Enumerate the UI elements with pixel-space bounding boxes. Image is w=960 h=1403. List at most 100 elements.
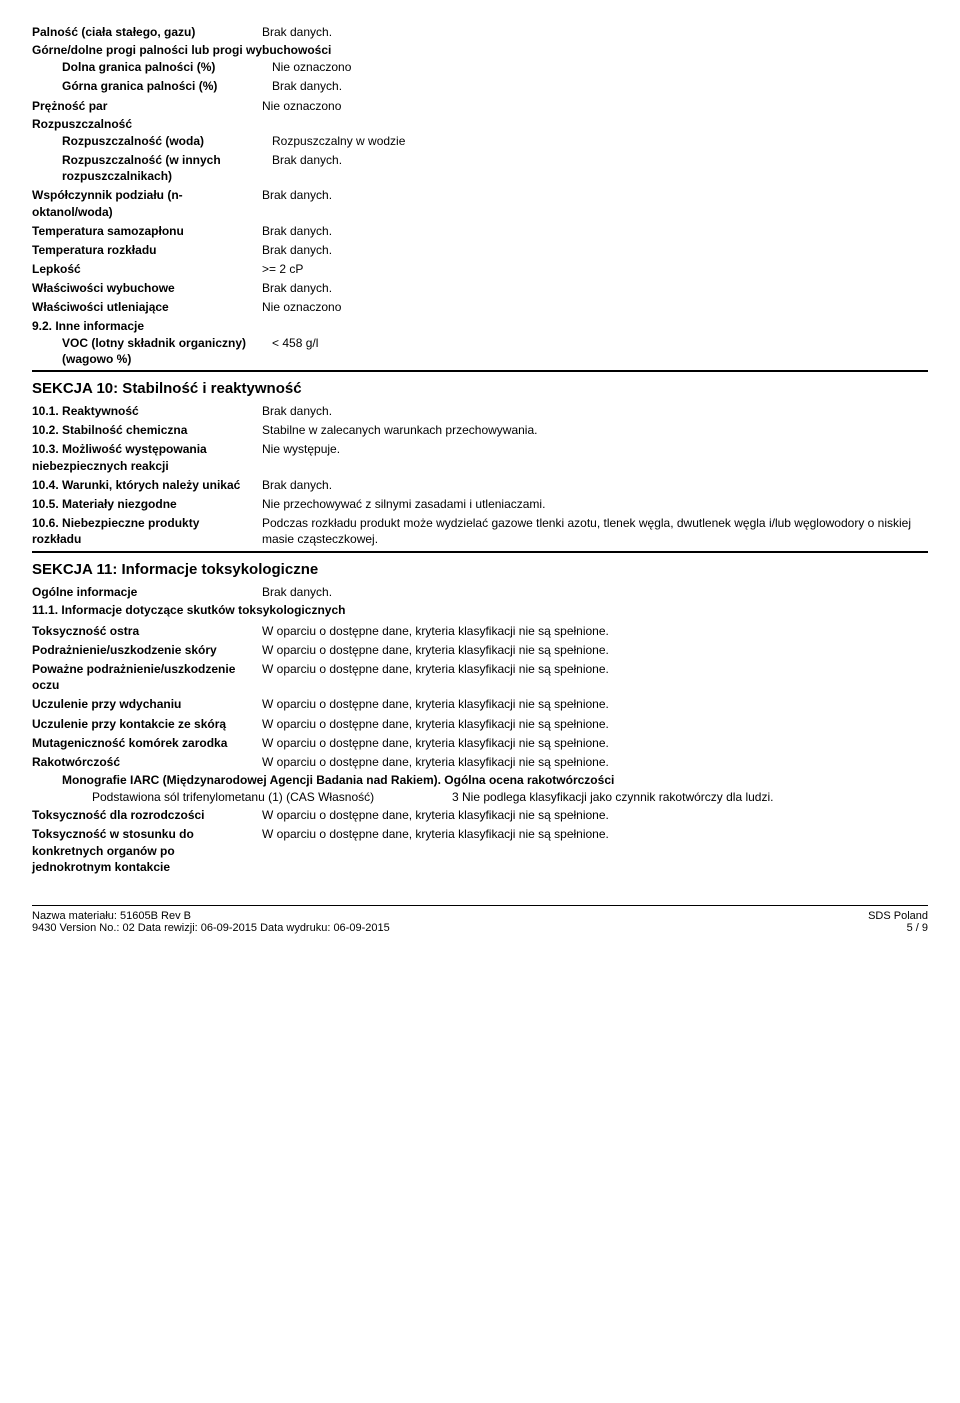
repro-tox-row: Toksyczność dla rozrodczości W oparciu o… <box>32 807 928 823</box>
footer-right: SDS Poland 5 / 9 <box>808 910 928 934</box>
resp-sens-row: Uczulenie przy wdychaniu W oparciu o dos… <box>32 696 928 712</box>
solubility-other-value: Brak danych. <box>272 152 928 184</box>
partition-value: Brak danych. <box>262 187 928 219</box>
partition-label: Współczynnik podziału (n-oktanol/woda) <box>32 187 262 219</box>
stability-label: 10.2. Stabilność chemiczna <box>32 422 262 438</box>
skin-sens-row: Uczulenie przy kontakcie ze skórą W opar… <box>32 716 928 732</box>
vapor-pressure-value: Nie oznaczono <box>262 98 928 114</box>
viscosity-value: >= 2 cP <box>262 261 928 277</box>
stot-single-value: W oparciu o dostępne dane, kryteria klas… <box>262 826 928 875</box>
oxidizing-label: Właściwości utleniające <box>32 299 262 315</box>
repro-tox-value: W oparciu o dostępne dane, kryteria klas… <box>262 807 928 823</box>
reactivity-label: 10.1. Reaktywność <box>32 403 262 419</box>
footer-version: 9430 Version No.: 02 Data rewizji: 06-09… <box>32 922 808 934</box>
incompatible-label: 10.5. Materiały niezgodne <box>32 496 262 512</box>
footer-rule <box>32 905 928 906</box>
resp-sens-label: Uczulenie przy wdychaniu <box>32 696 262 712</box>
limits-heading: Górne/dolne progi palności lub progi wyb… <box>32 43 928 57</box>
upper-limit-value: Brak danych. <box>272 78 928 94</box>
footer-sds: SDS Poland <box>808 910 928 922</box>
decomp-temp-row: Temperatura rozkładu Brak danych. <box>32 242 928 258</box>
autoignition-value: Brak danych. <box>262 223 928 239</box>
flammability-row: Palność (ciała stałego, gazu) Brak danyc… <box>32 24 928 40</box>
viscosity-row: Lepkość >= 2 cP <box>32 261 928 277</box>
footer-left: Nazwa materiału: 51605B Rev B 9430 Versi… <box>32 910 808 934</box>
incompatible-row: 10.5. Materiały niezgodne Nie przechowyw… <box>32 496 928 512</box>
section-11-rule <box>32 551 928 553</box>
section-11-title: SEKCJA 11: Informacje toksykologiczne <box>32 561 928 578</box>
iarc-classification: 3 Nie podlega klasyfikacji jako czynnik … <box>452 790 773 804</box>
voc-row: VOC (lotny składnik organiczny) (wagowo … <box>32 335 928 367</box>
mutagen-value: W oparciu o dostępne dane, kryteria klas… <box>262 735 928 751</box>
mutagen-label: Mutageniczność komórek zarodka <box>32 735 262 751</box>
repro-tox-label: Toksyczność dla rozrodczości <box>32 807 262 823</box>
eye-damage-row: Poważne podrażnienie/uszkodzenie oczu W … <box>32 661 928 693</box>
explosive-label: Właściwości wybuchowe <box>32 280 262 296</box>
solubility-water-value: Rozpuszczalny w wodzie <box>272 133 928 149</box>
solubility-water-label: Rozpuszczalność (woda) <box>62 133 272 149</box>
upper-limit-row: Górna granica palności (%) Brak danych. <box>32 78 928 94</box>
conditions-avoid-value: Brak danych. <box>262 477 928 493</box>
incompatible-value: Nie przechowywać z silnymi zasadami i ut… <box>262 496 928 512</box>
eye-damage-label: Poważne podrażnienie/uszkodzenie oczu <box>32 661 262 693</box>
partition-row: Współczynnik podziału (n-oktanol/woda) B… <box>32 187 928 219</box>
oxidizing-value: Nie oznaczono <box>262 299 928 315</box>
stot-single-row: Toksyczność w stosunku do konkretnych or… <box>32 826 928 875</box>
vapor-pressure-label: Prężność par <box>32 98 262 114</box>
explosive-row: Właściwości wybuchowe Brak danych. <box>32 280 928 296</box>
iarc-entry-row: Podstawiona sól trifenylometanu (1) (CAS… <box>92 790 928 804</box>
iarc-substance: Podstawiona sól trifenylometanu (1) (CAS… <box>92 790 452 804</box>
general-info-value: Brak danych. <box>262 584 928 600</box>
hazardous-reactions-row: 10.3. Możliwość występowania niebezpiecz… <box>32 441 928 473</box>
carcin-label: Rakotwórczość <box>32 754 262 770</box>
lower-limit-value: Nie oznaczono <box>272 59 928 75</box>
lower-limit-label: Dolna granica palności (%) <box>62 59 272 75</box>
flammability-value: Brak danych. <box>262 24 928 40</box>
decomp-products-value: Podczas rozkładu produkt może wydzielać … <box>262 515 928 547</box>
viscosity-label: Lepkość <box>32 261 262 277</box>
decomp-temp-value: Brak danych. <box>262 242 928 258</box>
decomp-temp-label: Temperatura rozkładu <box>32 242 262 258</box>
skin-irritation-value: W oparciu o dostępne dane, kryteria klas… <box>262 642 928 658</box>
other-info-heading: 9.2. Inne informacje <box>32 319 928 333</box>
carcin-value: W oparciu o dostępne dane, kryteria klas… <box>262 754 928 770</box>
acute-tox-value: W oparciu o dostępne dane, kryteria klas… <box>262 623 928 639</box>
hazardous-reactions-label: 10.3. Możliwość występowania niebezpiecz… <box>32 441 262 473</box>
stability-value: Stabilne w zalecanych warunkach przechow… <box>262 422 928 438</box>
mutagen-row: Mutageniczność komórek zarodka W oparciu… <box>32 735 928 751</box>
hazardous-reactions-value: Nie występuje. <box>262 441 928 473</box>
reactivity-row: 10.1. Reaktywność Brak danych. <box>32 403 928 419</box>
voc-label: VOC (lotny składnik organiczny) (wagowo … <box>62 335 272 367</box>
section-10-rule <box>32 370 928 372</box>
solubility-water-row: Rozpuszczalność (woda) Rozpuszczalny w w… <box>32 133 928 149</box>
explosive-value: Brak danych. <box>262 280 928 296</box>
resp-sens-value: W oparciu o dostępne dane, kryteria klas… <box>262 696 928 712</box>
skin-sens-value: W oparciu o dostępne dane, kryteria klas… <box>262 716 928 732</box>
stot-single-label: Toksyczność w stosunku do konkretnych or… <box>32 826 262 875</box>
section-10-title: SEKCJA 10: Stabilność i reaktywność <box>32 380 928 397</box>
page-footer: Nazwa materiału: 51605B Rev B 9430 Versi… <box>32 910 928 934</box>
flammability-label: Palność (ciała stałego, gazu) <box>32 24 262 40</box>
autoignition-row: Temperatura samozapłonu Brak danych. <box>32 223 928 239</box>
eye-damage-value: W oparciu o dostępne dane, kryteria klas… <box>262 661 928 693</box>
reactivity-value: Brak danych. <box>262 403 928 419</box>
iarc-heading: Monografie IARC (Międzynarodowej Agencji… <box>62 773 928 787</box>
vapor-pressure-row: Prężność par Nie oznaczono <box>32 98 928 114</box>
footer-page: 5 / 9 <box>808 922 928 934</box>
skin-irritation-row: Podrażnienie/uszkodzenie skóry W oparciu… <box>32 642 928 658</box>
acute-tox-label: Toksyczność ostra <box>32 623 262 639</box>
conditions-avoid-label: 10.4. Warunki, których należy unikać <box>32 477 262 493</box>
skin-irritation-label: Podrażnienie/uszkodzenie skóry <box>32 642 262 658</box>
skin-sens-label: Uczulenie przy kontakcie ze skórą <box>32 716 262 732</box>
general-info-row: Ogólne informacje Brak danych. <box>32 584 928 600</box>
stability-row: 10.2. Stabilność chemiczna Stabilne w za… <box>32 422 928 438</box>
autoignition-label: Temperatura samozapłonu <box>32 223 262 239</box>
footer-material: Nazwa materiału: 51605B Rev B <box>32 910 808 922</box>
decomp-products-row: 10.6. Niebezpieczne produkty rozkładu Po… <box>32 515 928 547</box>
decomp-products-label: 10.6. Niebezpieczne produkty rozkładu <box>32 515 262 547</box>
solubility-heading: Rozpuszczalność <box>32 117 928 131</box>
oxidizing-row: Właściwości utleniające Nie oznaczono <box>32 299 928 315</box>
general-info-label: Ogólne informacje <box>32 584 262 600</box>
upper-limit-label: Górna granica palności (%) <box>62 78 272 94</box>
conditions-avoid-row: 10.4. Warunki, których należy unikać Bra… <box>32 477 928 493</box>
